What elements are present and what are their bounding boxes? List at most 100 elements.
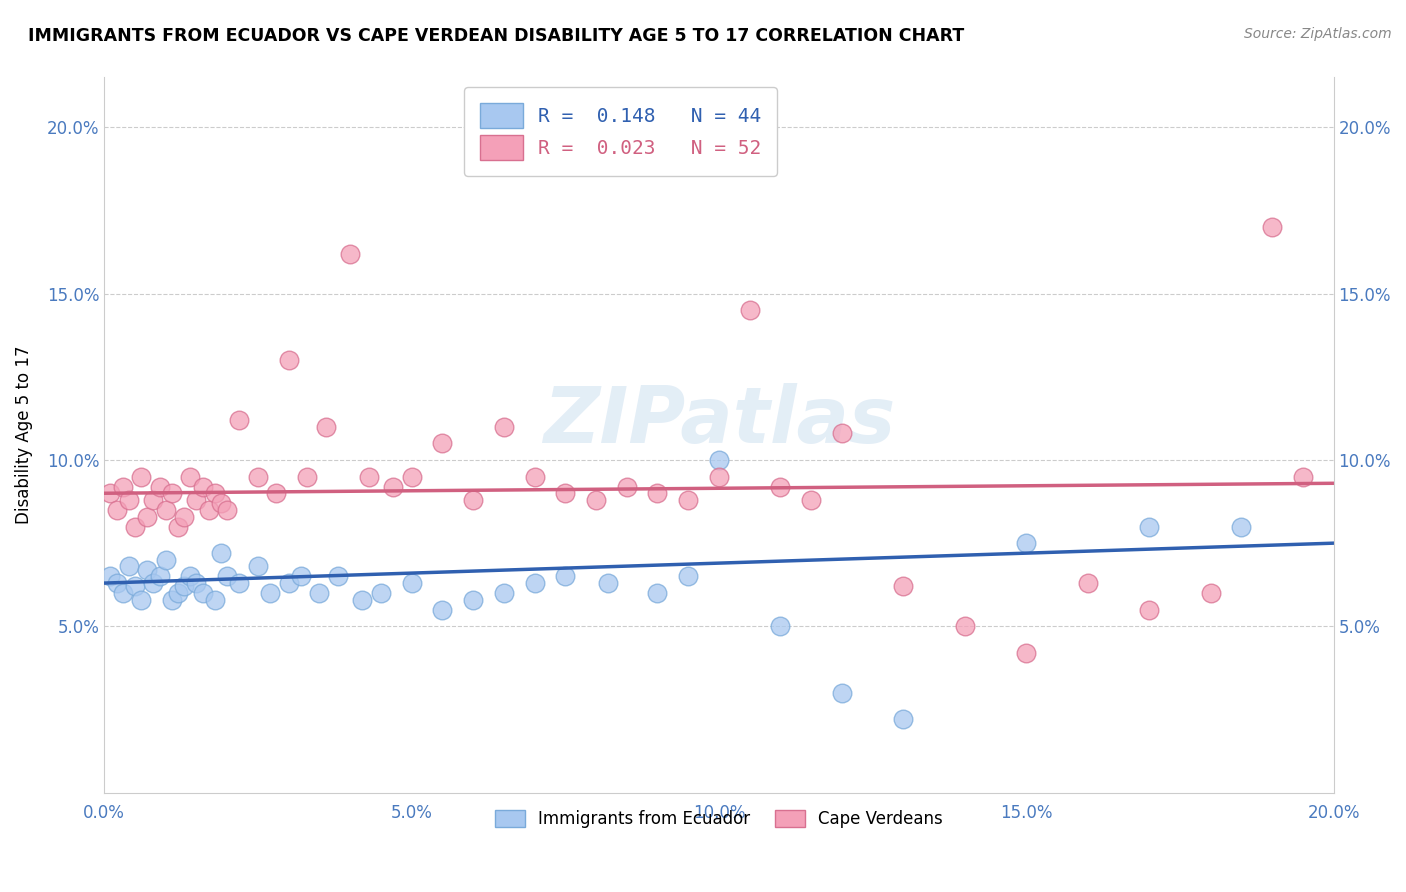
Point xyxy=(308,586,330,600)
Point xyxy=(277,353,299,368)
Point xyxy=(1199,586,1222,600)
Point xyxy=(492,586,515,600)
Point xyxy=(461,492,484,507)
Point xyxy=(259,586,281,600)
Point xyxy=(129,592,152,607)
Point xyxy=(118,559,141,574)
Point xyxy=(1015,646,1038,660)
Text: Source: ZipAtlas.com: Source: ZipAtlas.com xyxy=(1244,27,1392,41)
Point xyxy=(831,686,853,700)
Point xyxy=(100,486,122,500)
Point xyxy=(1261,220,1284,235)
Point xyxy=(432,436,454,450)
Point xyxy=(707,469,730,483)
Point xyxy=(676,569,699,583)
Point xyxy=(136,563,159,577)
Point xyxy=(142,576,165,591)
Point xyxy=(1292,469,1315,483)
Point xyxy=(105,576,128,591)
Point xyxy=(295,469,318,483)
Point xyxy=(554,486,576,500)
Point xyxy=(246,469,269,483)
Point xyxy=(173,579,195,593)
Point xyxy=(118,492,141,507)
Point xyxy=(266,486,288,500)
Point xyxy=(197,503,219,517)
Point xyxy=(647,586,669,600)
Point xyxy=(160,592,183,607)
Text: IMMIGRANTS FROM ECUADOR VS CAPE VERDEAN DISABILITY AGE 5 TO 17 CORRELATION CHART: IMMIGRANTS FROM ECUADOR VS CAPE VERDEAN … xyxy=(28,27,965,45)
Point xyxy=(1015,536,1038,550)
Point xyxy=(461,592,484,607)
Point xyxy=(136,509,159,524)
Point xyxy=(769,480,792,494)
Point xyxy=(155,503,177,517)
Point xyxy=(277,576,299,591)
Point xyxy=(707,453,730,467)
Point xyxy=(1137,603,1160,617)
Point xyxy=(290,569,312,583)
Point xyxy=(616,480,638,494)
Point xyxy=(204,592,226,607)
Point xyxy=(217,503,239,517)
Point xyxy=(160,486,183,500)
Point xyxy=(100,569,122,583)
Point xyxy=(523,576,546,591)
Point xyxy=(738,303,761,318)
Point xyxy=(167,519,190,533)
Point xyxy=(173,509,195,524)
Legend: Immigrants from Ecuador, Cape Verdeans: Immigrants from Ecuador, Cape Verdeans xyxy=(488,803,950,834)
Point xyxy=(228,413,250,427)
Point xyxy=(326,569,349,583)
Point xyxy=(186,492,208,507)
Point xyxy=(382,480,405,494)
Point xyxy=(246,559,269,574)
Point xyxy=(129,469,152,483)
Point xyxy=(953,619,976,633)
Point xyxy=(1230,519,1253,533)
Point xyxy=(492,419,515,434)
Point xyxy=(769,619,792,633)
Point xyxy=(676,492,699,507)
Point xyxy=(179,569,201,583)
Point xyxy=(401,469,423,483)
Point xyxy=(209,546,232,560)
Point xyxy=(891,579,914,593)
Point xyxy=(370,586,392,600)
Text: ZIPatlas: ZIPatlas xyxy=(543,383,896,458)
Point xyxy=(352,592,374,607)
Point xyxy=(186,576,208,591)
Point xyxy=(191,480,214,494)
Point xyxy=(111,480,134,494)
Y-axis label: Disability Age 5 to 17: Disability Age 5 to 17 xyxy=(15,346,32,524)
Point xyxy=(831,426,853,441)
Point xyxy=(204,486,226,500)
Point xyxy=(554,569,576,583)
Point xyxy=(209,496,232,510)
Point xyxy=(217,569,239,583)
Point xyxy=(124,519,146,533)
Point xyxy=(800,492,823,507)
Point xyxy=(891,713,914,727)
Point xyxy=(105,503,128,517)
Point xyxy=(357,469,380,483)
Point xyxy=(167,586,190,600)
Point xyxy=(228,576,250,591)
Point xyxy=(179,469,201,483)
Point xyxy=(432,603,454,617)
Point xyxy=(148,480,170,494)
Point xyxy=(111,586,134,600)
Point xyxy=(401,576,423,591)
Point xyxy=(191,586,214,600)
Point xyxy=(1077,576,1099,591)
Point xyxy=(339,246,361,260)
Point xyxy=(315,419,337,434)
Point xyxy=(142,492,165,507)
Point xyxy=(155,553,177,567)
Point xyxy=(523,469,546,483)
Point xyxy=(647,486,669,500)
Point xyxy=(598,576,620,591)
Point xyxy=(124,579,146,593)
Point xyxy=(148,569,170,583)
Point xyxy=(1137,519,1160,533)
